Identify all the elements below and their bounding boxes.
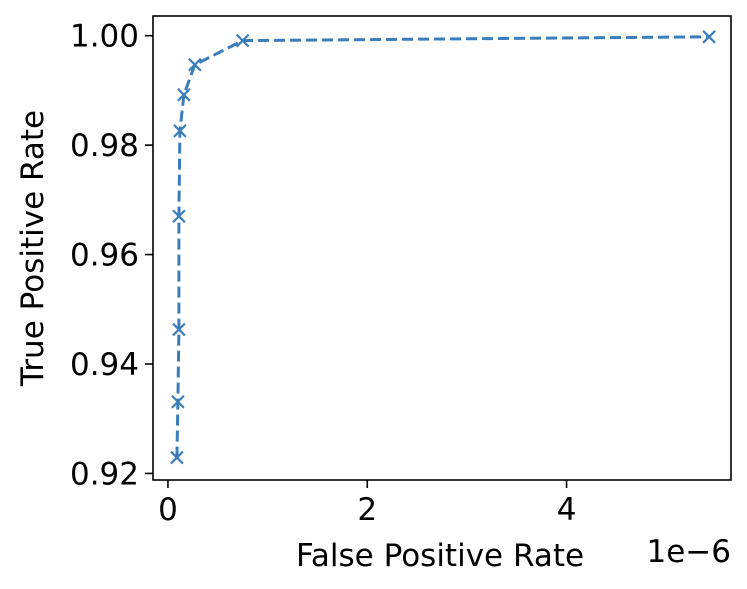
data-point	[172, 209, 186, 224]
y-tick-label: 0.98	[70, 128, 139, 164]
plot-frame	[152, 15, 732, 481]
data-point	[188, 57, 202, 72]
y-tick-label: 1.00	[70, 19, 139, 55]
data-point	[173, 124, 187, 138]
data-point	[702, 30, 716, 44]
x-offset-label: 1e−6	[647, 534, 732, 570]
data-point	[171, 394, 185, 409]
y-tick-label: 0.92	[70, 456, 139, 492]
x-tick-label: 4	[557, 492, 577, 528]
y-tick-label: 0.94	[70, 347, 139, 383]
data-point	[172, 322, 186, 337]
x-tick-label: 2	[357, 492, 377, 528]
x-axis-label: False Positive Rate	[296, 538, 584, 574]
axis-ticks: 0 2 4 0.92 0.94 0.96 0.98 1.00	[70, 19, 576, 528]
data-point	[235, 33, 250, 48]
data-point	[170, 450, 184, 465]
y-tick-label: 0.96	[70, 238, 139, 274]
x-tick-label: 0	[158, 492, 178, 528]
data-point	[177, 88, 191, 102]
series-layer	[170, 30, 716, 465]
y-axis-label: True Positive Rate	[15, 110, 51, 387]
